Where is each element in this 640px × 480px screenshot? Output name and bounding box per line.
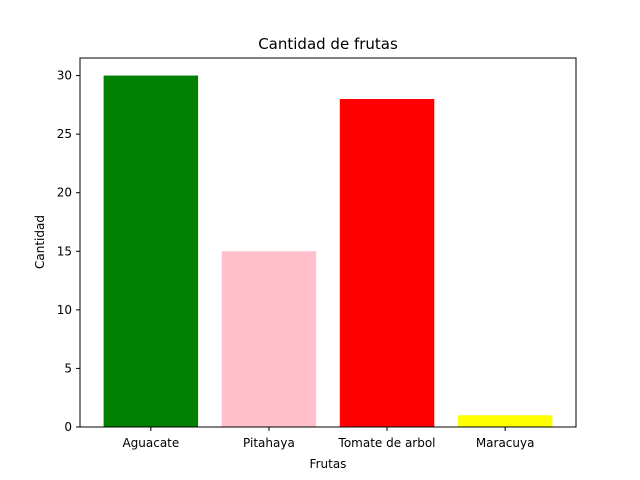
x-tick-label-3: Maracuya <box>476 436 535 450</box>
x-axis-ticks: Aguacate Pitahaya Tomate de arbol Maracuya <box>122 427 534 450</box>
plot-frame <box>79 57 577 428</box>
y-tick-label-6: 30 <box>57 69 72 83</box>
bar-2 <box>339 99 435 427</box>
x-axis-label: Frutas <box>310 457 347 471</box>
y-tick-label-1: 5 <box>64 361 72 375</box>
bars-group <box>103 75 553 428</box>
y-axis-ticks: 0 5 10 15 20 25 30 <box>57 69 80 434</box>
y-tick-label-5: 25 <box>57 127 72 141</box>
y-tick-label-3: 15 <box>57 244 72 258</box>
x-tick-label-1: Pitahaya <box>243 436 295 450</box>
chart-title: Cantidad de frutas <box>258 35 398 53</box>
bar-0 <box>103 75 199 428</box>
x-tick-label-2: Tomate de arbol <box>338 436 436 450</box>
x-tick-label-0: Aguacate <box>122 436 179 450</box>
y-tick-label-0: 0 <box>64 420 72 434</box>
y-tick-label-4: 20 <box>57 186 72 200</box>
bar-3 <box>457 415 553 427</box>
y-axis-label: Cantidad <box>33 215 47 269</box>
y-tick-label-2: 10 <box>57 303 72 317</box>
bar-1 <box>221 251 317 427</box>
